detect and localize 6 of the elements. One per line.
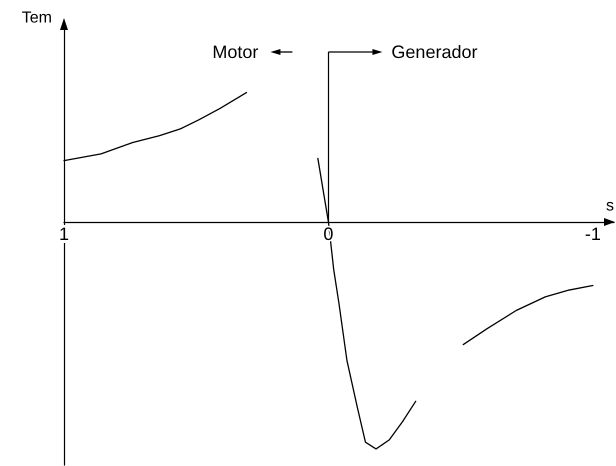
x-tick-label: 1 [58, 224, 70, 244]
x-tick-label: -1 [584, 224, 601, 244]
text: Generador [391, 42, 478, 62]
text: Motor [212, 42, 258, 62]
y-axis-title: Tem [22, 10, 52, 26]
x-axis-title: s [606, 197, 614, 214]
